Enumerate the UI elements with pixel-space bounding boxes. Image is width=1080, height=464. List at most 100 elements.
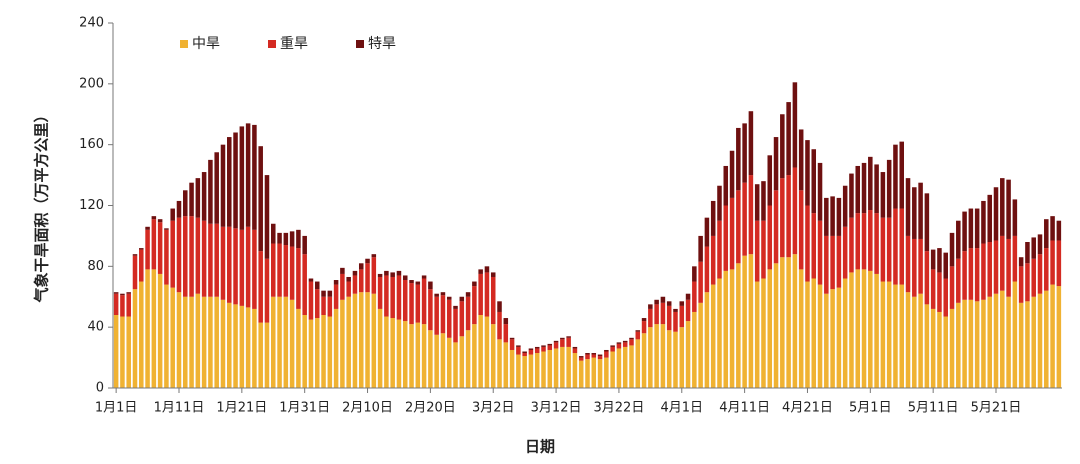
bar-segment xyxy=(723,205,729,271)
bar-segment xyxy=(428,289,433,331)
bar-segment xyxy=(817,220,823,285)
bar-segment xyxy=(490,276,496,325)
bar-segment xyxy=(855,165,861,214)
bar-segment xyxy=(1006,296,1011,388)
bar-segment xyxy=(610,346,615,352)
bar-segment xyxy=(1018,257,1024,267)
bar-segment xyxy=(748,111,754,176)
bar-segment xyxy=(792,254,798,388)
bar-segment xyxy=(208,159,213,224)
bar-segment xyxy=(780,178,785,258)
bar-segment xyxy=(258,251,263,323)
bar-segment xyxy=(1037,234,1043,255)
bar-segment xyxy=(151,219,157,270)
bar-segment xyxy=(239,305,245,388)
bar-segment xyxy=(974,301,980,388)
bar-segment xyxy=(490,272,496,277)
bar-segment xyxy=(446,299,452,338)
bar-segment xyxy=(943,278,948,317)
bar-segment xyxy=(710,284,716,388)
bar-segment xyxy=(396,319,402,388)
bar-segment xyxy=(610,345,615,347)
bar-segment xyxy=(811,278,817,388)
bar-segment xyxy=(861,213,867,270)
bar-segment xyxy=(302,315,307,388)
bar-segment xyxy=(786,257,791,388)
bar-segment xyxy=(773,137,779,191)
bar-segment xyxy=(622,346,628,388)
x-tick-label: 4月21日 xyxy=(782,401,833,416)
bar-segment xyxy=(132,289,138,388)
bar-segment xyxy=(723,165,729,206)
y-tick-label: 80 xyxy=(87,259,104,274)
bar-segment xyxy=(227,137,232,227)
bar-segment xyxy=(440,292,446,296)
bar-segment xyxy=(440,333,446,388)
bar-segment xyxy=(861,269,867,388)
bar-segment xyxy=(692,311,697,388)
bar-segment xyxy=(780,257,785,388)
bar-segment xyxy=(893,208,898,285)
bar-segment xyxy=(484,266,490,273)
bar-segment xyxy=(880,217,886,282)
bar-segment xyxy=(126,292,131,294)
y-tick-label: 200 xyxy=(79,76,104,91)
bar-segment xyxy=(164,228,169,230)
bar-segment xyxy=(742,123,747,183)
bar-segment xyxy=(792,167,798,255)
bar-segment xyxy=(754,281,760,388)
bar-segment xyxy=(937,248,942,273)
bar-segment xyxy=(824,293,829,388)
bar-segment xyxy=(572,348,578,354)
bar-segment xyxy=(346,281,351,297)
bar-segment xyxy=(1006,179,1011,239)
bar-segment xyxy=(314,318,320,388)
bar-segment xyxy=(289,246,295,300)
bar-segment xyxy=(666,330,672,388)
bar-segment xyxy=(371,254,377,258)
bar-segment xyxy=(308,281,314,320)
bar-segment xyxy=(252,124,257,230)
bar-segment xyxy=(849,217,854,273)
bar-segment xyxy=(692,281,697,312)
bar-segment xyxy=(968,299,974,388)
bar-segment xyxy=(233,304,238,388)
bar-segment xyxy=(1000,178,1005,236)
bar-segment xyxy=(346,276,351,282)
bar-segment xyxy=(717,278,722,388)
bar-segment xyxy=(578,357,584,361)
bar-segment xyxy=(358,292,364,388)
bar-segment xyxy=(849,272,854,388)
bar-segment xyxy=(327,316,333,388)
bar-segment xyxy=(805,205,810,282)
bar-segment xyxy=(321,315,326,388)
bar-segment xyxy=(528,349,534,355)
bar-segment xyxy=(139,249,144,282)
legend-label: 特旱 xyxy=(368,36,396,52)
y-tick-label: 240 xyxy=(79,16,104,31)
bar-segment xyxy=(874,164,879,214)
bar-segment xyxy=(641,333,647,388)
bar-segment xyxy=(616,343,622,349)
bar-segment xyxy=(566,336,571,338)
bar-segment xyxy=(1050,216,1055,241)
x-tick-label: 2月10日 xyxy=(342,401,393,416)
bar-segment xyxy=(453,308,458,343)
bar-segment xyxy=(660,296,666,303)
bar-segment xyxy=(880,172,886,218)
bar-segment xyxy=(258,322,263,388)
bar-segment xyxy=(390,272,395,277)
bar-segment xyxy=(673,311,678,332)
bar-segment xyxy=(208,223,213,297)
bar-segment xyxy=(641,318,647,322)
bar-segment xyxy=(534,348,540,354)
bar-segment xyxy=(698,235,703,262)
bar-segment xyxy=(503,324,509,343)
bar-segment xyxy=(528,348,534,350)
bar-segment xyxy=(962,211,967,252)
bar-segment xyxy=(139,281,144,388)
bar-segment xyxy=(296,308,301,388)
bar-segment xyxy=(377,308,383,388)
bar-segment xyxy=(604,357,609,388)
